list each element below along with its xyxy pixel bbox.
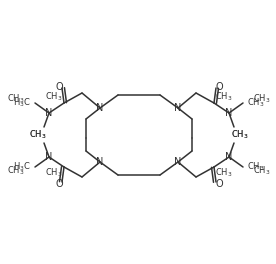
Text: N: N	[174, 103, 182, 113]
Text: CH$_3$: CH$_3$	[253, 93, 270, 105]
Text: H$_3$C: H$_3$C	[13, 97, 31, 109]
Text: O: O	[55, 82, 63, 92]
Text: CH$_3$: CH$_3$	[29, 129, 47, 141]
Text: N: N	[96, 103, 104, 113]
Text: O: O	[215, 82, 223, 92]
Text: N: N	[174, 157, 182, 167]
Text: CH$_3$: CH$_3$	[247, 161, 264, 173]
Text: N: N	[45, 152, 53, 162]
Text: O: O	[215, 179, 223, 189]
Text: CH$_3$: CH$_3$	[215, 167, 233, 179]
Text: H$_3$C: H$_3$C	[13, 161, 31, 173]
Text: CH$_3$: CH$_3$	[45, 91, 63, 103]
Text: N: N	[225, 152, 233, 162]
Text: N: N	[96, 157, 104, 167]
Text: CH$_3$: CH$_3$	[7, 93, 25, 105]
Text: CH$_3$: CH$_3$	[45, 167, 63, 179]
Text: CH$_3$: CH$_3$	[29, 129, 47, 141]
Text: CH$_3$: CH$_3$	[215, 91, 233, 103]
Text: CH$_3$: CH$_3$	[247, 97, 264, 109]
Text: N: N	[225, 108, 233, 118]
Text: N: N	[45, 108, 53, 118]
Text: CH$_3$: CH$_3$	[7, 165, 25, 177]
Text: CH$_3$: CH$_3$	[231, 129, 249, 141]
Text: CH$_3$: CH$_3$	[231, 129, 249, 141]
Text: CH$_3$: CH$_3$	[253, 165, 270, 177]
Text: O: O	[55, 179, 63, 189]
